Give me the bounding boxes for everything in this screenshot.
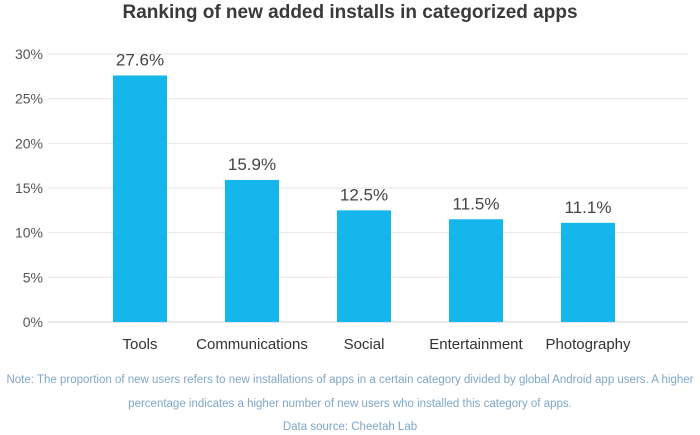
bar — [337, 210, 391, 322]
data-label: 12.5% — [340, 185, 388, 204]
data-label: 15.9% — [228, 155, 276, 174]
bar — [561, 222, 615, 322]
bar — [225, 179, 279, 322]
chart-title: Ranking of new added installs in categor… — [122, 2, 578, 23]
bar-chart: 0% 5% 10% 15% 20% 25% 30% 27.6% Tools 15.9% Commun… — [15, 46, 688, 353]
note-line-1: Note: The proportion of new users refers… — [6, 374, 694, 386]
x-tick-label: Tools — [122, 336, 157, 353]
data-label: 11.5% — [453, 194, 500, 213]
data-source: Data source: Cheetah Lab — [282, 421, 418, 433]
bar — [449, 219, 503, 322]
x-tick-label: Social — [344, 336, 385, 353]
y-tick-label: 15% — [15, 180, 43, 196]
data-label: 27.6% — [116, 50, 164, 69]
data-label: 11.1% — [565, 198, 612, 217]
y-tick-label: 10% — [15, 225, 43, 241]
note-line-2: percentage indicates a higher number of … — [128, 398, 572, 410]
x-tick-label: Photography — [545, 336, 631, 353]
y-tick-label: 0% — [23, 314, 43, 330]
x-tick-label: Communications — [196, 336, 308, 353]
bar — [113, 75, 167, 322]
y-tick-label: 25% — [15, 91, 43, 107]
x-tick-label: Entertainment — [429, 336, 523, 353]
y-tick-label: 30% — [15, 46, 43, 62]
y-tick-label: 20% — [15, 135, 43, 151]
y-tick-label: 5% — [23, 269, 43, 285]
